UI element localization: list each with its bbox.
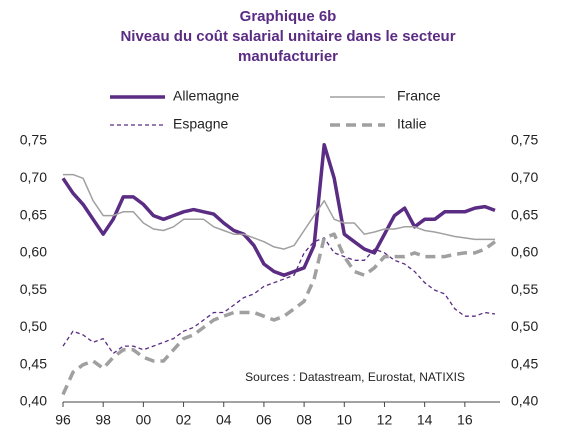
x-tick-label: 04 [216, 412, 232, 428]
x-tick-label: 06 [256, 412, 272, 428]
y-tick-label: 0,55 [20, 281, 47, 297]
legend-label: Espagne [173, 116, 228, 132]
y-tick-label: 0,45 [20, 355, 47, 371]
x-tick-label: 10 [336, 412, 352, 428]
y2-tick-label: 0,70 [511, 169, 538, 185]
series-line [61, 232, 497, 396]
y-tick-label: 0,65 [20, 206, 47, 222]
y2-tick-label: 0,75 [511, 132, 538, 148]
legend-label: Allemagne [173, 88, 239, 104]
y2-tick-label: 0,50 [511, 318, 538, 334]
chart-subtitle: manufacturier [238, 48, 338, 65]
y-tick-label: 0,50 [20, 318, 47, 334]
source-note: Sources : Datastream, Eurostat, NATIXIS [245, 370, 465, 384]
x-tick-label: 00 [136, 412, 152, 428]
legend-label: France [397, 88, 441, 104]
y2-tick-label: 0,45 [511, 355, 538, 371]
x-tick-label: 16 [457, 412, 473, 428]
series-line [62, 237, 496, 355]
y2-tick-label: 0,65 [511, 206, 538, 222]
x-tick-label: 14 [417, 412, 433, 428]
y-tick-label: 0,75 [20, 132, 47, 148]
y-tick-label: 0,40 [20, 393, 47, 409]
y2-tick-label: 0,55 [511, 281, 538, 297]
chart-subtitle: Niveau du coût salarial unitaire dans le… [120, 28, 455, 45]
y-tick-label: 0,60 [20, 244, 47, 260]
x-tick-label: 02 [176, 412, 192, 428]
x-tick-label: 08 [296, 412, 312, 428]
y2-tick-label: 0,60 [511, 244, 538, 260]
series-line [61, 142, 496, 277]
legend-label: Italie [397, 116, 427, 132]
x-tick-label: 12 [377, 412, 393, 428]
y2-tick-label: 0,40 [511, 393, 538, 409]
x-tick-label: 96 [55, 412, 71, 428]
y-tick-label: 0,70 [20, 169, 47, 185]
x-tick-label: 98 [95, 412, 111, 428]
series-line [63, 173, 495, 250]
chart-title: Graphique 6b [240, 8, 337, 25]
